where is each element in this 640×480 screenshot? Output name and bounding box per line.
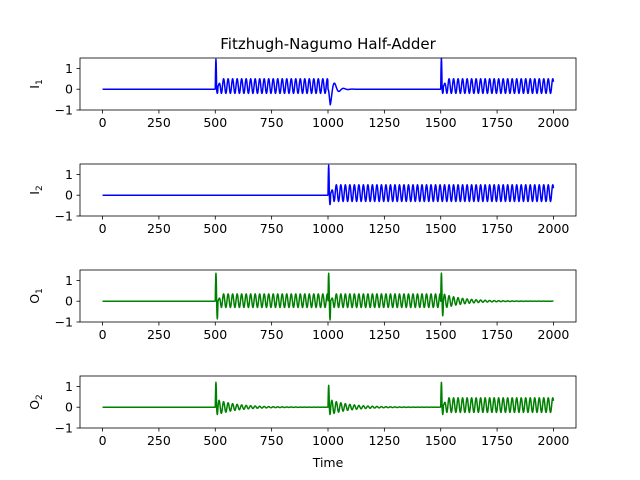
x-tick-label: 750 bbox=[260, 433, 284, 448]
y-axis-label-subscript: 2 bbox=[35, 185, 45, 191]
y-tick-label: 0 bbox=[65, 294, 73, 309]
x-tick-label: 750 bbox=[260, 221, 284, 236]
chart-title: Fitzhugh-Nagumo Half-Adder bbox=[220, 35, 436, 53]
y-tick-label: 0 bbox=[65, 400, 73, 415]
x-tick-label: 1250 bbox=[368, 221, 400, 236]
y-tick-label: −1 bbox=[55, 421, 73, 436]
y-tick-label: 0 bbox=[65, 82, 73, 97]
series-line-1 bbox=[102, 57, 555, 106]
y-axis-label-4: O2 bbox=[27, 394, 45, 410]
y-axis-label-subscript: 1 bbox=[35, 288, 45, 294]
x-tick-label: 1500 bbox=[425, 221, 457, 236]
x-tick-label: 0 bbox=[99, 115, 107, 130]
y-tick-label: 1 bbox=[65, 273, 73, 288]
y-axis-label-2: I2 bbox=[27, 185, 45, 194]
y-axis-label-3: O1 bbox=[27, 288, 45, 304]
x-tick-label: 1000 bbox=[312, 115, 344, 130]
y-tick-label: −1 bbox=[55, 209, 73, 224]
x-tick-label: 1750 bbox=[481, 433, 513, 448]
y-axis-label-main: O bbox=[27, 294, 42, 304]
y-tick-label: 1 bbox=[65, 61, 73, 76]
x-tick-label: 1250 bbox=[368, 327, 400, 342]
y-tick-label: 1 bbox=[65, 167, 73, 182]
y-axis-label-1: I1 bbox=[27, 79, 45, 88]
x-tick-label: 250 bbox=[147, 115, 171, 130]
y-tick-label: 1 bbox=[65, 379, 73, 394]
x-tick-label: 2000 bbox=[538, 221, 570, 236]
x-tick-label: 750 bbox=[260, 327, 284, 342]
x-tick-label: 1500 bbox=[425, 115, 457, 130]
x-tick-label: 0 bbox=[99, 433, 107, 448]
x-tick-label: 250 bbox=[147, 433, 171, 448]
x-tick-label: 500 bbox=[203, 115, 227, 130]
x-tick-label: 250 bbox=[147, 221, 171, 236]
y-axis-label-main: O bbox=[27, 400, 42, 410]
series-line-2 bbox=[102, 164, 555, 206]
x-tick-label: 1500 bbox=[425, 433, 457, 448]
x-tick-label: 0 bbox=[99, 221, 107, 236]
x-tick-label: 0 bbox=[99, 327, 107, 342]
series-line-3 bbox=[102, 272, 554, 321]
y-tick-label: 0 bbox=[65, 188, 73, 203]
x-tick-label: 500 bbox=[203, 433, 227, 448]
x-tick-label: 2000 bbox=[538, 115, 570, 130]
x-axis-title: Time bbox=[312, 455, 344, 470]
x-tick-label: 1000 bbox=[312, 327, 344, 342]
x-tick-label: 1750 bbox=[481, 115, 513, 130]
x-tick-label: 1500 bbox=[425, 327, 457, 342]
y-tick-label: −1 bbox=[55, 103, 73, 118]
x-tick-label: 1250 bbox=[368, 433, 400, 448]
subplot-2: 0 250 500 750 1000 1250 1500 1750 2000 −1 0 1 I2 bbox=[27, 163, 577, 236]
subplot-4: 0 250 500 750 1000 1250 1500 1750 2000 −1 0 1 O2 bbox=[27, 375, 577, 448]
y-axis-label-main: I bbox=[27, 85, 42, 89]
y-axis-label-subscript: 2 bbox=[35, 394, 45, 400]
y-axis-label-subscript: 1 bbox=[35, 79, 45, 85]
y-axis-label-main: I bbox=[27, 191, 42, 195]
x-tick-label: 250 bbox=[147, 327, 171, 342]
x-tick-label: 1000 bbox=[312, 433, 344, 448]
x-tick-label: 2000 bbox=[538, 433, 570, 448]
x-tick-label: 2000 bbox=[538, 327, 570, 342]
x-tick-label: 1750 bbox=[481, 327, 513, 342]
x-tick-label: 500 bbox=[203, 327, 227, 342]
series-line-4 bbox=[102, 381, 555, 416]
x-tick-label: 1750 bbox=[481, 221, 513, 236]
x-tick-label: 1250 bbox=[368, 115, 400, 130]
x-tick-label: 750 bbox=[260, 115, 284, 130]
x-tick-label: 1000 bbox=[312, 221, 344, 236]
y-tick-label: −1 bbox=[55, 315, 73, 330]
x-tick-label: 500 bbox=[203, 221, 227, 236]
